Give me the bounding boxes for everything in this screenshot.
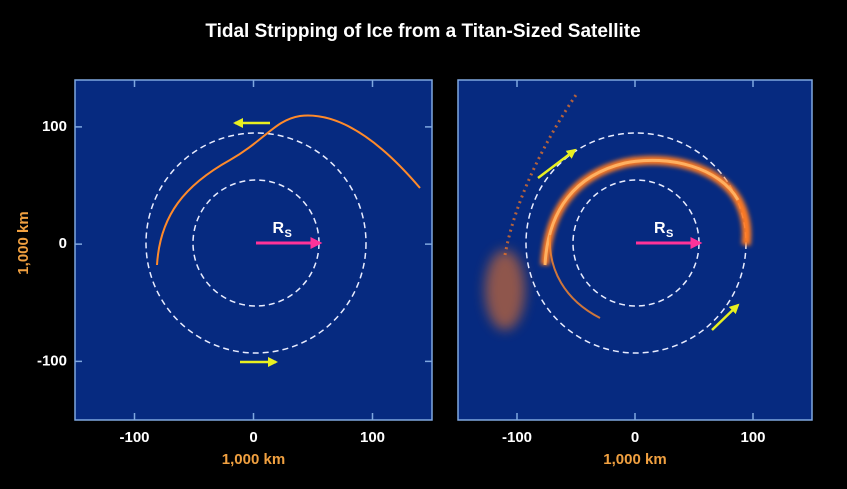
y-tick-label: 100 bbox=[42, 118, 67, 135]
x-tick-label: -100 bbox=[119, 429, 149, 446]
x-tick-label: 0 bbox=[249, 429, 257, 446]
title: Tidal Stripping of Ice from a Titan-Size… bbox=[205, 21, 640, 42]
debris-cloud bbox=[485, 250, 525, 330]
x-tick-label: 100 bbox=[360, 429, 385, 446]
annotation-subscript: S bbox=[666, 228, 673, 240]
y-axis-label: 1,000 km bbox=[15, 211, 32, 274]
figure: Tidal Stripping of Ice from a Titan-Size… bbox=[0, 0, 847, 484]
plot-area bbox=[458, 80, 812, 420]
x-tick-label: -100 bbox=[502, 429, 532, 446]
x-axis-label: 1,000 km bbox=[603, 451, 666, 468]
annotation: R bbox=[654, 220, 666, 237]
annotation: R bbox=[273, 220, 285, 237]
panel-left bbox=[75, 80, 432, 420]
y-tick-label: 0 bbox=[59, 235, 67, 252]
plot-area bbox=[75, 80, 432, 420]
x-axis-label: 1,000 km bbox=[222, 451, 285, 468]
x-tick-label: 0 bbox=[631, 429, 639, 446]
x-tick-label: 100 bbox=[740, 429, 765, 446]
panel-right bbox=[458, 80, 812, 420]
y-tick-label: -100 bbox=[37, 352, 67, 369]
annotation-subscript: S bbox=[285, 228, 292, 240]
